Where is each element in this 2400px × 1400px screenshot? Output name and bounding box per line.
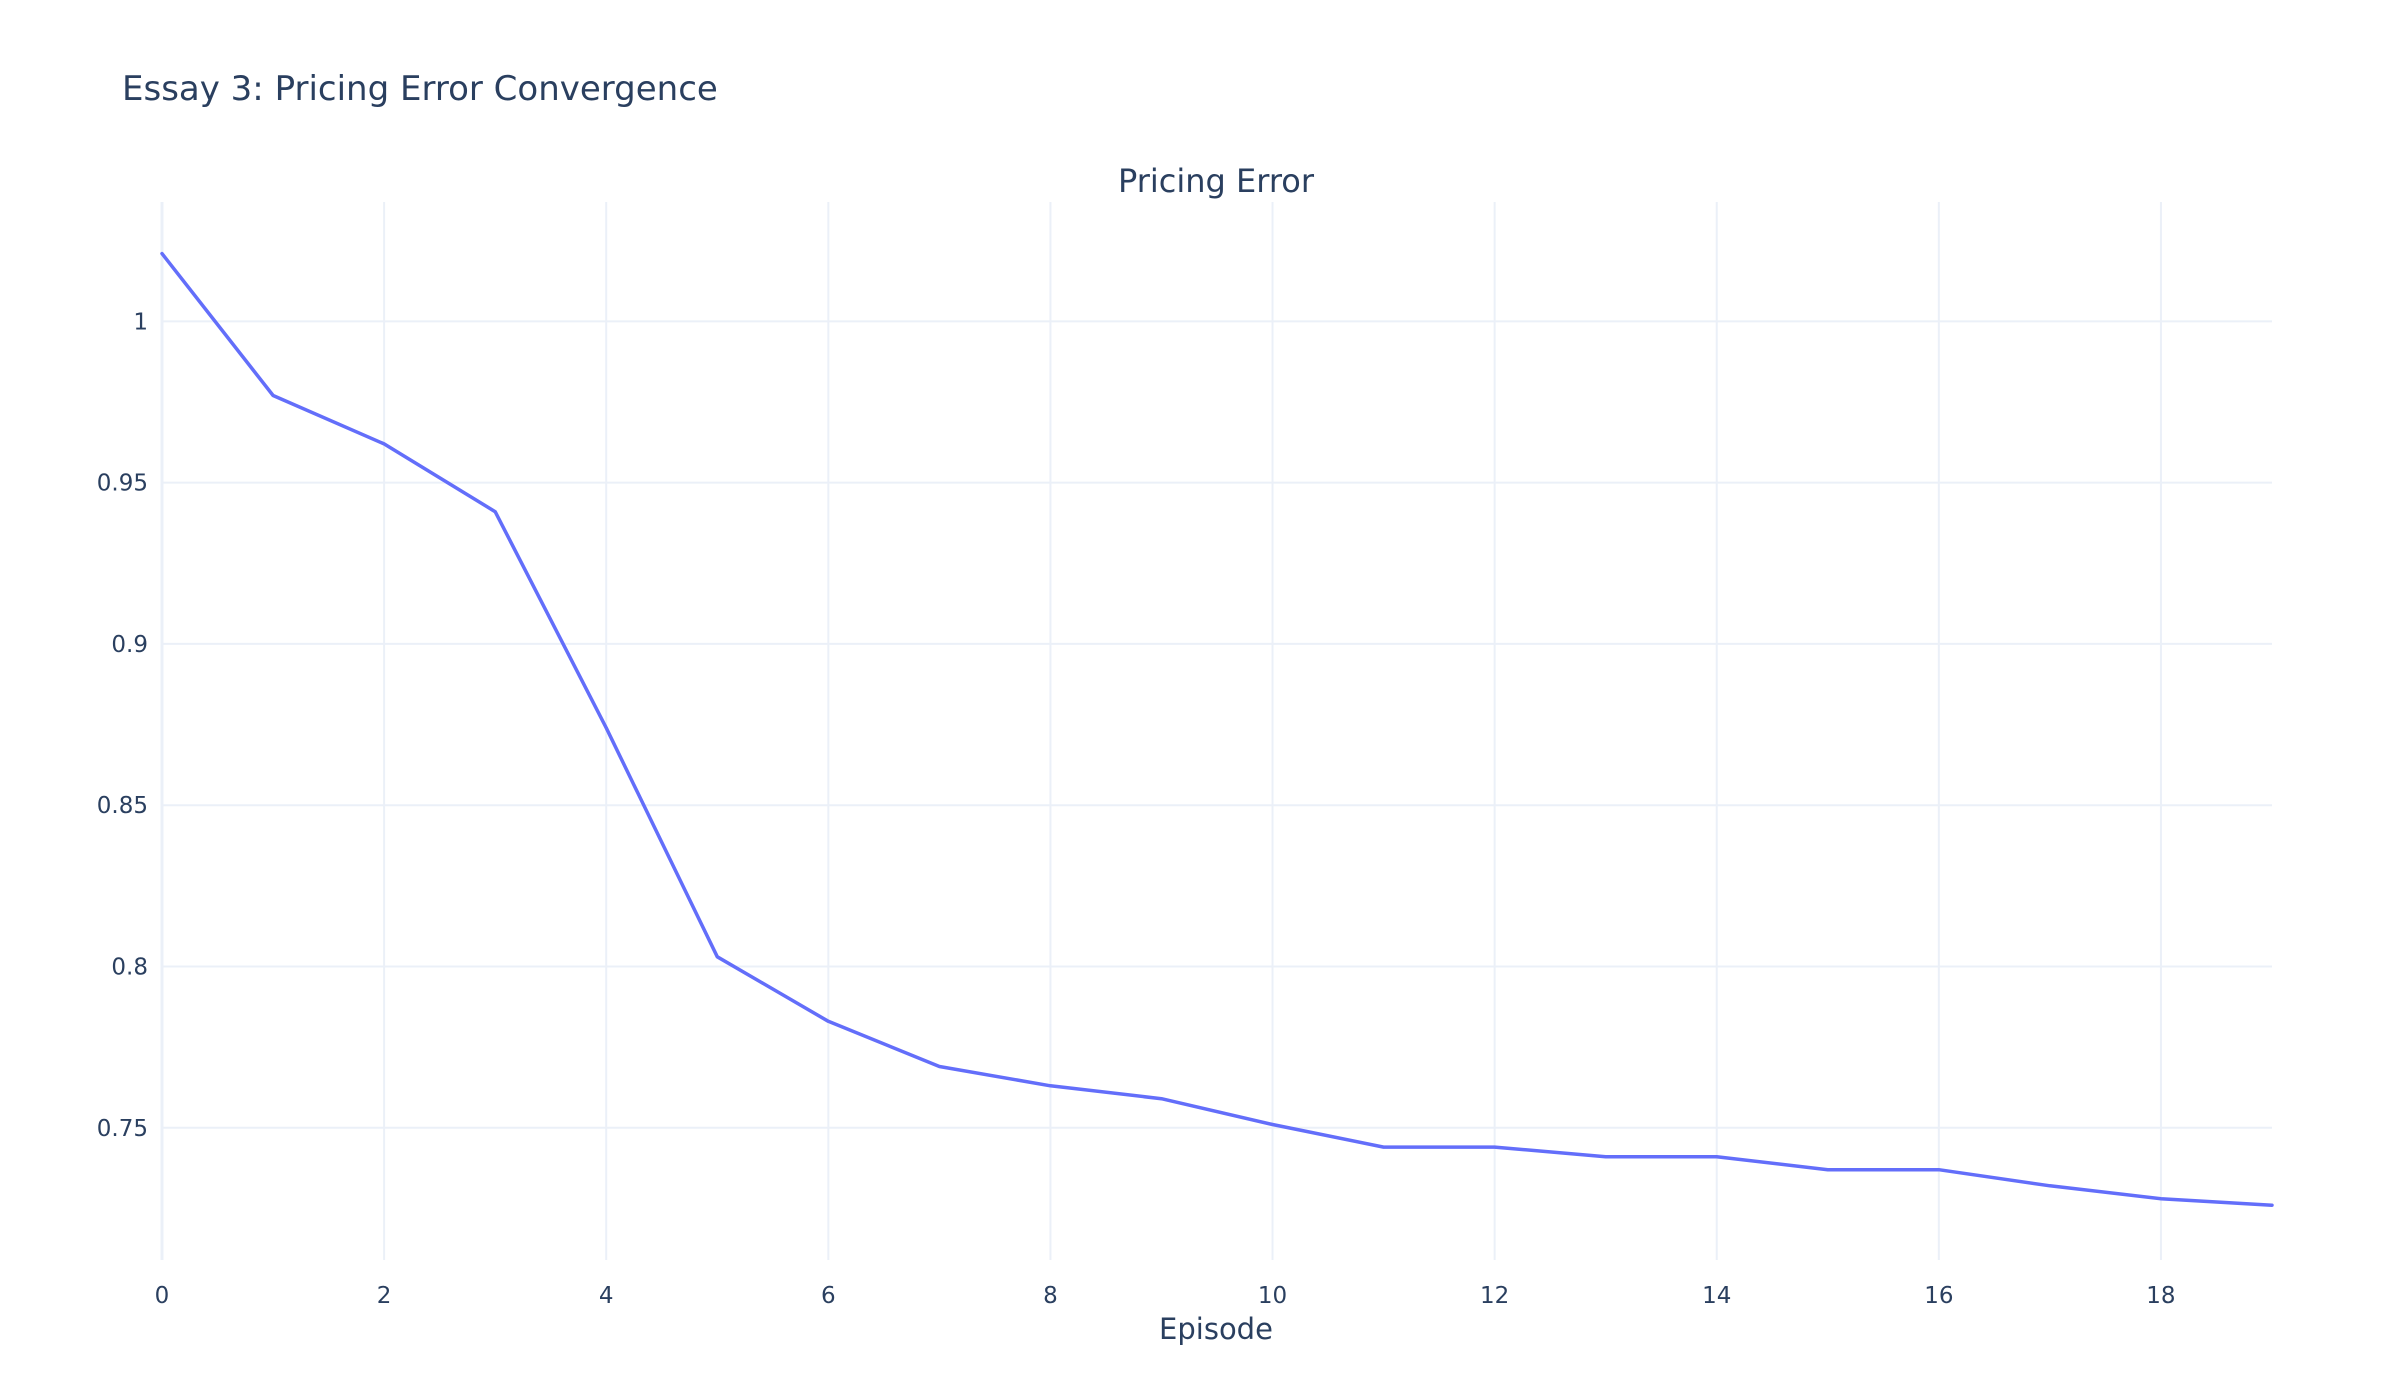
data-point [493, 510, 497, 514]
data-point [1382, 1145, 1386, 1149]
y-tick-label: 1 [133, 309, 148, 335]
gridlines [160, 202, 2272, 1260]
data-point [1937, 1168, 1941, 1172]
y-tick-label: 0.95 [97, 471, 148, 497]
y-tick-label: 0.9 [111, 632, 148, 658]
y-tick-label: 0.85 [97, 793, 148, 819]
data-point [826, 1019, 830, 1023]
x-tick-label: 16 [1924, 1283, 1953, 1309]
pricing-error-line [160, 251, 2274, 1207]
x-tick-label: 18 [2146, 1283, 2175, 1309]
x-axis-label: Episode [1159, 1312, 1273, 1346]
subplot-title: Pricing Error [1118, 162, 1315, 200]
data-point [937, 1064, 941, 1068]
x-tick-label: 10 [1258, 1283, 1287, 1309]
series-layer [160, 251, 2274, 1207]
data-point [604, 726, 608, 730]
data-point [1604, 1155, 1608, 1159]
data-point [271, 394, 275, 398]
data-point [715, 955, 719, 959]
x-tick-label: 12 [1480, 1283, 1509, 1309]
data-point [1048, 1084, 1052, 1088]
x-tick-label: 6 [821, 1283, 836, 1309]
data-point [2159, 1197, 2163, 1201]
x-tick-label: 2 [377, 1283, 392, 1309]
data-point [1159, 1097, 1163, 1101]
data-point [382, 442, 386, 446]
y-tick-label: 0.75 [97, 1116, 148, 1142]
chart-title: Essay 3: Pricing Error Convergence [122, 69, 718, 109]
data-point [1271, 1123, 1275, 1127]
data-point [2270, 1203, 2274, 1207]
data-point [2048, 1184, 2052, 1188]
x-tick-label: 0 [155, 1283, 170, 1309]
data-point [160, 252, 164, 256]
tick-labels: 0 2 4 6 8 10 12 14 16 18 0.75 0.8 0.85 0.9 0.95 1 [97, 309, 2176, 1309]
data-point [1493, 1145, 1497, 1149]
x-tick-label: 14 [1702, 1283, 1731, 1309]
x-tick-label: 8 [1043, 1283, 1058, 1309]
data-point [1826, 1168, 1830, 1172]
x-tick-label: 4 [599, 1283, 614, 1309]
y-tick-label: 0.8 [111, 954, 148, 980]
data-point [1715, 1155, 1719, 1159]
